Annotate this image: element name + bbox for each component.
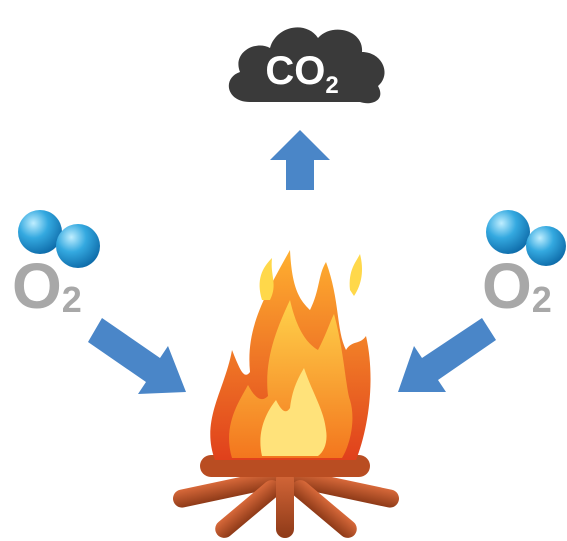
label-main: O	[12, 250, 62, 322]
label-subscript: 2	[62, 279, 82, 320]
fire	[210, 250, 370, 460]
log	[276, 470, 294, 538]
atom	[486, 210, 530, 254]
co2-cloud: CO2	[229, 27, 385, 103]
atom	[526, 226, 566, 266]
o2-left: O2	[12, 210, 100, 322]
page: {"nodes": [ {"label": "CO", "subscript":…	[0, 0, 567, 541]
label-main: CO	[265, 49, 325, 93]
atom	[56, 224, 100, 268]
flame-tip	[350, 254, 362, 296]
label-subscript: 2	[325, 72, 338, 99]
arrow-up	[270, 130, 330, 190]
label-subscript: 2	[532, 279, 552, 320]
logs	[171, 455, 400, 541]
arrow-right	[398, 318, 496, 392]
diagram: CO2 O2 O2	[0, 0, 567, 541]
arrow-left	[88, 318, 186, 394]
atom	[18, 210, 62, 254]
label-main: O	[482, 250, 532, 322]
flame-tip	[260, 258, 274, 300]
o2-right: O2	[482, 210, 566, 322]
